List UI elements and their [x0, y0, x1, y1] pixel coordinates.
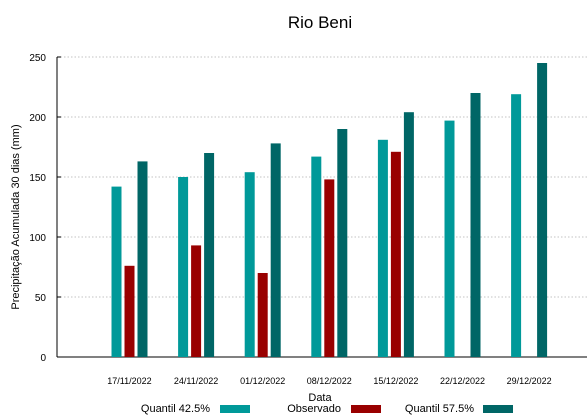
bar-quantil-42-5-6: [511, 94, 522, 357]
grid-lines: [57, 56, 587, 298]
bar-quantil-42-5-5: [444, 120, 455, 357]
x-tick-labels: 17/11/2022 24/11/2022 01/12/2022 08/12/2022…: [107, 376, 551, 386]
x-tick-label: 17/11/2022: [107, 376, 151, 386]
x-tick-label: 08/12/2022: [307, 376, 352, 386]
y-tick-label: 100: [29, 233, 46, 244]
legend-swatch: [220, 405, 250, 413]
bar-quantil-57-5-2: [270, 143, 281, 357]
x-axis-label: Data: [308, 392, 332, 404]
y-tick-label: 200: [29, 113, 46, 124]
y-tick-labels: 0 50 100 150 200 250: [29, 53, 46, 364]
bar-quantil-57-5-4: [403, 112, 414, 357]
bar-quantil-42-5-4: [377, 139, 388, 357]
legend: Quantil 42.5% Observado Quantil 57.5%: [141, 403, 513, 415]
y-axis-label: Precipitação Acumulada 30 dias (mm): [10, 124, 22, 309]
bar-quantil-57-5-1: [204, 153, 215, 357]
legend-swatch: [351, 405, 381, 413]
bar-quantil-57-5-3: [337, 129, 348, 357]
bar-observado-0: [124, 265, 135, 357]
bar-observado-3: [324, 179, 335, 357]
bar-observado-1: [191, 245, 202, 357]
bar-observado-2: [257, 273, 268, 357]
x-tick-label: 01/12/2022: [240, 376, 285, 386]
bar-quantil-57-5-0: [137, 161, 148, 357]
legend-label: Quantil 57.5%: [405, 403, 474, 415]
axes: [56, 56, 587, 358]
x-tick-label: 24/11/2022: [174, 376, 218, 386]
y-tick-label: 150: [29, 173, 46, 184]
bar-observado-4: [390, 151, 401, 357]
x-tick-label: 22/12/2022: [440, 376, 485, 386]
legend-swatch: [483, 405, 513, 413]
bar-quantil-42-5-0: [111, 186, 122, 357]
bar-quantil-42-5-2: [244, 172, 255, 357]
bars: [111, 63, 548, 357]
x-tick-label: 15/12/2022: [373, 376, 418, 386]
legend-label: Quantil 42.5%: [141, 403, 210, 415]
chart-title: Rio Beni: [288, 13, 352, 32]
bar-quantil-42-5-3: [311, 156, 322, 357]
legend-label: Observado: [287, 403, 341, 415]
bar-quantil-57-5-6: [537, 63, 548, 357]
x-tick-label: 29/12/2022: [507, 376, 552, 386]
bar-quantil-57-5-5: [470, 93, 481, 357]
y-tick-label: 0: [40, 353, 46, 364]
bar-quantil-42-5-1: [178, 177, 189, 357]
y-tick-label: 250: [29, 53, 46, 64]
y-tick-label: 50: [35, 293, 47, 304]
